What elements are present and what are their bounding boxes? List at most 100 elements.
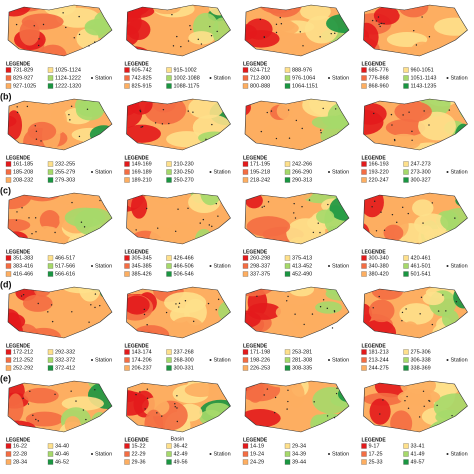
station-dot <box>317 222 319 224</box>
map-outline <box>126 192 231 245</box>
station-symbol <box>328 453 330 455</box>
station-dot <box>34 217 37 219</box>
legend-entry: 712-800 <box>250 75 270 81</box>
station-dot <box>99 304 101 307</box>
station-dot <box>275 23 278 26</box>
station-dot <box>82 409 85 411</box>
map-panel <box>363 4 468 57</box>
station-dot <box>331 327 334 329</box>
station-dot <box>319 231 321 234</box>
zone <box>53 193 89 205</box>
map-outline <box>244 4 350 57</box>
legend-swatch <box>361 169 367 175</box>
zone <box>89 125 112 145</box>
legend-swatch <box>403 83 409 89</box>
zone <box>368 299 395 323</box>
station-symbol <box>91 171 93 173</box>
station-dot <box>423 405 425 407</box>
zone <box>245 99 251 117</box>
station-dot <box>202 218 205 221</box>
legend-entry: 208-232 <box>13 177 33 183</box>
legend-swatch <box>166 459 172 465</box>
zone <box>126 24 140 47</box>
legend-swatch <box>242 271 249 277</box>
station-dot <box>42 23 45 26</box>
zone <box>418 111 456 141</box>
zone <box>25 327 62 338</box>
legend-title: LEGENDE <box>243 343 268 349</box>
legend-entry: 237-268 <box>174 349 194 355</box>
station-dot <box>157 227 159 229</box>
station-dot <box>451 414 453 417</box>
zone <box>316 209 335 224</box>
zone <box>198 131 231 145</box>
legend-title: LEGENDE <box>125 61 150 67</box>
station-dot <box>336 387 338 390</box>
station-dot <box>313 401 315 403</box>
legend-entry: 1051-1143 <box>411 75 437 81</box>
legend-entry: 169-189 <box>132 169 152 175</box>
zone <box>245 310 261 329</box>
zone <box>363 222 370 244</box>
station-dot <box>54 231 56 234</box>
legend-entry: 279-303 <box>55 177 75 183</box>
zone <box>61 396 104 411</box>
zone <box>327 102 349 130</box>
legend-swatch <box>166 349 172 355</box>
station-dot <box>401 320 403 322</box>
station-dot <box>94 389 96 391</box>
legend-entry: 34-40 <box>55 443 69 449</box>
station-dot <box>279 16 281 19</box>
legend-swatch <box>361 177 367 183</box>
map-zones <box>363 99 468 150</box>
station-dot <box>263 205 265 208</box>
legend-entry: 1025-1124 <box>55 67 81 73</box>
station-label: Station <box>332 169 349 175</box>
station-dot <box>274 396 277 399</box>
station-dot <box>287 109 290 111</box>
station-dot <box>270 110 273 112</box>
station-dot <box>175 303 177 305</box>
station-label: Station <box>332 75 349 81</box>
legend-entry: 800-888 <box>250 83 270 89</box>
station-dot <box>335 392 338 395</box>
station-dot <box>141 125 144 128</box>
legend-swatch <box>5 459 12 465</box>
map-panel <box>244 98 350 151</box>
station-dot <box>178 306 180 308</box>
station-dot <box>68 113 70 116</box>
legend-entry: 260-298 <box>250 255 270 261</box>
legend-swatch <box>124 169 130 175</box>
legend-entry: 868-960 <box>369 83 389 89</box>
legend-swatch <box>403 169 409 175</box>
legend-entry: 915-1002 <box>174 67 197 73</box>
station-dot <box>80 221 83 223</box>
station-dot <box>333 416 336 419</box>
legend-title: LEGENDE <box>6 155 31 161</box>
map-outline <box>363 4 468 57</box>
station-dot <box>37 302 39 305</box>
map-panel <box>363 192 468 245</box>
zone <box>245 408 281 428</box>
station-dot <box>78 15 80 18</box>
legend-entry: 29-36 <box>132 459 146 465</box>
legend-entry: 34-39 <box>292 451 306 457</box>
station-dot <box>263 394 265 396</box>
station-dot <box>184 300 187 302</box>
zone <box>265 5 303 18</box>
row-label: (c) <box>0 185 11 195</box>
legend-swatch <box>5 169 12 175</box>
station-dot <box>287 295 289 298</box>
legend-entry: 1143-1235 <box>411 83 437 89</box>
legend-swatch <box>124 255 130 261</box>
zone <box>126 295 150 315</box>
legend-swatch <box>242 443 249 449</box>
legend-swatch <box>124 161 130 167</box>
station-dot <box>51 320 54 323</box>
station-symbol <box>209 265 212 267</box>
station-label: Station <box>332 451 349 457</box>
legend-swatch <box>284 271 291 277</box>
legend-entry: 185-208 <box>13 169 33 175</box>
